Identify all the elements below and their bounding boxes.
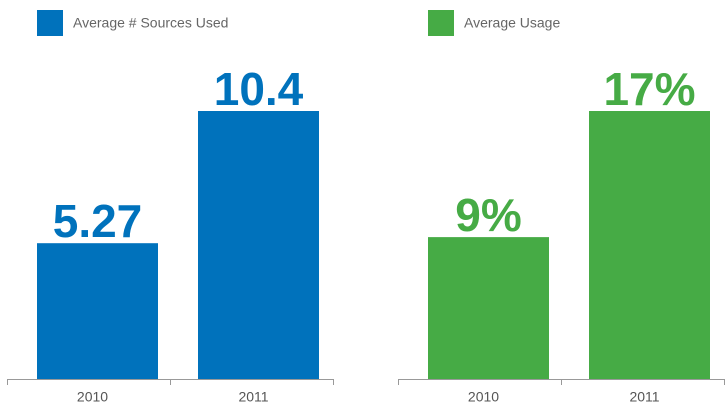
bar — [428, 237, 549, 379]
bar — [589, 111, 710, 379]
legend-label: Average # Sources Used — [73, 15, 228, 31]
data-label: 9% — [455, 189, 521, 241]
data-label: 5.27 — [53, 195, 143, 247]
legend-swatch — [37, 10, 63, 36]
x-tick-label: 2010 — [468, 389, 499, 404]
data-label: 10.4 — [214, 63, 304, 115]
data-label: 17% — [603, 63, 695, 115]
legend-label: Average Usage — [464, 15, 560, 31]
bar — [37, 243, 158, 379]
x-tick-label: 2011 — [238, 389, 268, 404]
legend-swatch — [428, 10, 454, 36]
x-tick-label: 2011 — [629, 389, 659, 404]
bar — [198, 111, 319, 379]
x-tick-label: 2010 — [77, 389, 108, 404]
